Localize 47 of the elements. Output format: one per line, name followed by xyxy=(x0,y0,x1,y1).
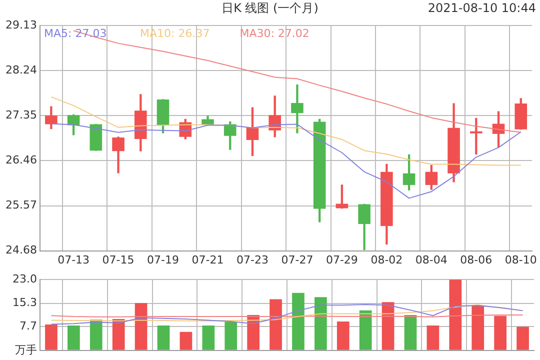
bar xyxy=(202,325,215,350)
x-tick-label: 08-06 xyxy=(460,253,492,266)
bar xyxy=(426,325,440,350)
bar xyxy=(180,332,192,350)
bar xyxy=(90,320,102,350)
text: MA30: 27.02 xyxy=(240,26,310,40)
text: MA10: 26.37 xyxy=(140,26,210,40)
chart-title: 日K 线图 (一个月) xyxy=(222,1,318,15)
bar xyxy=(45,324,58,350)
y-tick-label: 26.46 xyxy=(6,154,37,167)
x-tick-label: 07-15 xyxy=(102,253,134,266)
y-tick-label: 23.0 xyxy=(12,272,37,286)
bar xyxy=(336,321,350,350)
bar xyxy=(382,302,394,350)
y-tick-label: 27.35 xyxy=(6,108,37,122)
x-tick-label: 07-21 xyxy=(192,253,224,266)
x-tick-label: 08-10 xyxy=(504,253,537,266)
bar xyxy=(134,302,148,350)
bar xyxy=(494,316,506,350)
bar xyxy=(516,326,529,350)
x-tick-label: 08-02 xyxy=(370,253,403,266)
y-tick-label: 7.7 xyxy=(20,320,37,333)
y-tick-label: 29.13 xyxy=(6,18,37,32)
bar xyxy=(157,325,170,350)
x-tick-label: 08-04 xyxy=(415,253,448,266)
text: 2021-08-10 10:44 xyxy=(428,0,536,16)
bar xyxy=(314,297,327,350)
x-tick-label: 07-23 xyxy=(236,253,268,266)
bar xyxy=(112,319,125,350)
bar xyxy=(68,325,80,350)
bar xyxy=(359,310,372,350)
y-tick-label: 24.68 xyxy=(6,244,37,257)
y-tick-label: 28.24 xyxy=(6,64,37,76)
y-tick-label: 15.3 xyxy=(12,296,37,310)
x-tick-label: 07-29 xyxy=(326,253,358,266)
bar xyxy=(472,305,484,350)
bar xyxy=(247,315,260,350)
bar xyxy=(404,315,417,350)
x-tick-label: 07-13 xyxy=(58,253,90,266)
bar xyxy=(449,280,462,350)
bar xyxy=(270,299,282,350)
y-tick-label: 万手 xyxy=(15,343,37,356)
x-tick-label: 07-27 xyxy=(281,253,314,266)
x-tick-label: 07-19 xyxy=(147,253,179,266)
bar xyxy=(292,292,304,350)
bar xyxy=(224,322,238,350)
y-tick-label: 25.57 xyxy=(6,198,37,212)
